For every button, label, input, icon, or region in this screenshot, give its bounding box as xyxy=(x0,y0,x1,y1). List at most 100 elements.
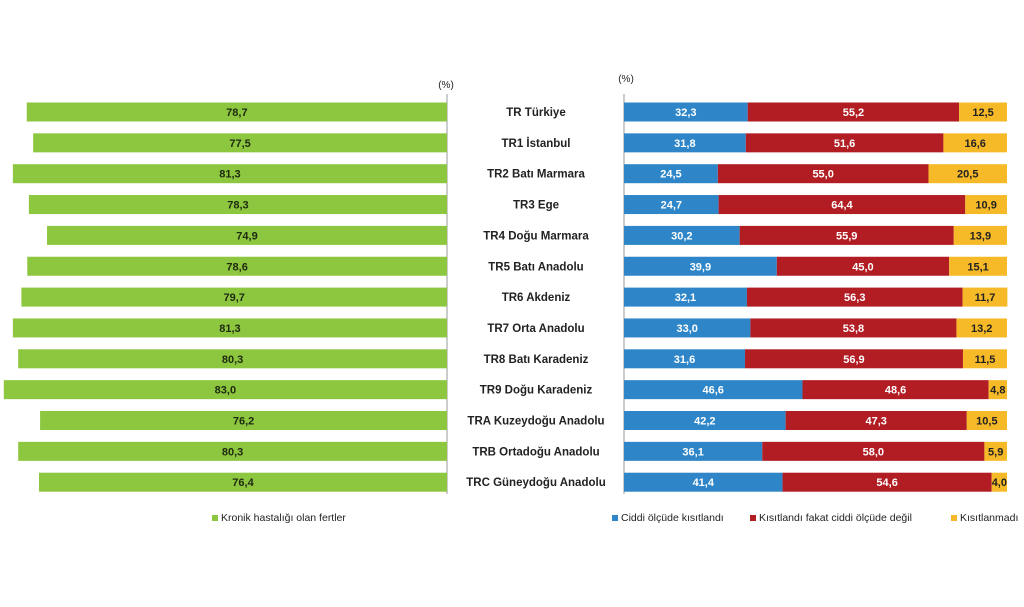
limitation-segment-1 xyxy=(624,349,746,369)
limitation-segment-3 xyxy=(962,287,1008,307)
limitation-segment-label: 20,5 xyxy=(957,169,978,181)
limitation-segment-label: 48,6 xyxy=(885,385,906,397)
legend-label-chronic: Kronik hastalığı olan fertler xyxy=(221,512,346,524)
limitation-segment-2 xyxy=(745,349,963,369)
legends: Kronik hastalığı olan fertler Ciddi ölçüd… xyxy=(212,512,1018,524)
region-label: TR2 Batı Marmara xyxy=(487,169,585,181)
limitation-segment-3 xyxy=(943,133,1007,153)
chronic-bar xyxy=(47,225,448,245)
limitation-segment-label: 32,1 xyxy=(675,292,696,304)
region-label: TRC Güneydoğu Anadolu xyxy=(466,477,605,489)
limitation-segment-label: 53,8 xyxy=(843,323,864,335)
limitation-segment-label: 31,8 xyxy=(674,138,695,150)
limitation-segment-3 xyxy=(991,472,1007,492)
chronic-bar-label: 81,3 xyxy=(219,169,240,181)
limitation-segment-1 xyxy=(624,411,786,430)
region-label: TR Türkiye xyxy=(506,107,565,119)
limitation-segment-1 xyxy=(624,441,763,461)
legend-swatch-chronic xyxy=(212,515,218,521)
limitation-segment-3 xyxy=(949,256,1007,276)
chronic-bar-label: 83,0 xyxy=(215,385,236,397)
chronic-bar-label: 76,4 xyxy=(232,477,254,489)
limitation-segment-label: 54,6 xyxy=(876,477,897,489)
legend-swatch-1 xyxy=(612,515,618,521)
left-unit-label: (%) xyxy=(438,80,454,91)
limitation-segment-label: 11,7 xyxy=(975,292,996,304)
limitation-segment-3 xyxy=(956,318,1007,338)
region-label: TR7 Orta Anadolu xyxy=(487,323,584,335)
region-label: TR8 Batı Karadeniz xyxy=(484,354,589,366)
limitation-segment-label: 39,9 xyxy=(690,261,711,273)
chronic-bar-label: 81,3 xyxy=(219,323,240,335)
region-label: TR9 Doğu Karadeniz xyxy=(480,385,593,397)
limitation-segment-2 xyxy=(717,164,929,184)
limitation-segment-label: 31,6 xyxy=(674,354,695,366)
limitation-segment-3 xyxy=(959,102,1007,122)
region-label: TR6 Akdeniz xyxy=(502,292,571,304)
chronic-bar xyxy=(40,411,447,430)
limitation-segment-1 xyxy=(624,472,783,492)
limitation-segment-2 xyxy=(745,133,944,153)
limitation-segment-1 xyxy=(624,164,718,184)
limitation-segment-label: 47,3 xyxy=(865,416,886,428)
region-label: TRB Ortadoğu Anadolu xyxy=(472,446,599,458)
limitation-segment-label: 12,5 xyxy=(972,107,993,119)
limitation-segment-label: 36,1 xyxy=(682,446,703,458)
limitation-segment-label: 56,3 xyxy=(844,292,865,304)
limitation-segment-label: 5,9 xyxy=(988,446,1003,458)
limitation-segment-label: 46,6 xyxy=(703,385,724,397)
limitation-segment-3 xyxy=(984,441,1007,461)
limitation-segment-label: 64,4 xyxy=(831,200,853,212)
limitation-segment-2 xyxy=(750,318,957,338)
region-label: TR5 Batı Anadolu xyxy=(488,261,583,273)
limitation-segment-label: 24,5 xyxy=(660,169,681,181)
limitation-segment-1 xyxy=(624,225,740,245)
limitation-segment-2 xyxy=(776,256,950,276)
legend-label-2: Kısıtlandı fakat ciddi ölçüde değil xyxy=(759,512,912,524)
region-label: TR3 Ege xyxy=(513,200,559,212)
chronic-bar-label: 74,9 xyxy=(236,230,257,242)
limitation-segment-label: 41,4 xyxy=(693,477,715,489)
limitation-segment-1 xyxy=(624,102,748,122)
limitation-segment-3 xyxy=(953,225,1007,245)
region-label: TR1 İstanbul xyxy=(501,137,570,150)
chronic-illness-bar-chart: (%) 78,7 77,5 81,3 78,3 74,9 78,6 79,7 81,3 80,3 8… xyxy=(3,80,454,494)
limitation-segment-label: 13,9 xyxy=(970,230,991,242)
limitation-segment-2 xyxy=(802,380,989,400)
limitation-segment-label: 42,2 xyxy=(694,416,715,428)
chronic-bar xyxy=(26,102,447,122)
region-label: TR4 Doğu Marmara xyxy=(483,230,589,242)
legend-label-1: Ciddi ölçüde kısıtlandı xyxy=(621,512,724,524)
limitation-segment-1 xyxy=(624,318,751,338)
chronic-bar-label: 79,7 xyxy=(223,292,244,304)
chronic-bar xyxy=(12,164,447,184)
chronic-bar-label: 78,3 xyxy=(227,200,248,212)
limitation-segment-label: 30,2 xyxy=(671,230,692,242)
chronic-bar xyxy=(33,133,448,153)
limitation-segment-label: 33,0 xyxy=(676,323,697,335)
chronic-bar-label: 80,3 xyxy=(222,354,243,366)
limitation-segment-1 xyxy=(624,256,777,276)
chronic-bar-label: 78,6 xyxy=(226,261,247,273)
chronic-bar xyxy=(28,195,448,215)
limitation-stacked-bar-chart: (%) 32,3 55,2 12,5 31,8 51,6 16,6 24,5 55,0 20,5 2… xyxy=(618,74,1008,494)
limitation-segment-1 xyxy=(624,133,746,153)
limitation-segment-label: 55,9 xyxy=(836,230,857,242)
limitation-segment-label: 10,9 xyxy=(975,200,996,212)
limitation-segment-label: 32,3 xyxy=(675,107,696,119)
limitation-segment-2 xyxy=(782,472,992,492)
region-label: TRA Kuzeydoğu Anadolu xyxy=(467,416,604,428)
limitation-segment-2 xyxy=(785,411,967,430)
limitation-segment-label: 24,7 xyxy=(661,200,682,212)
chronic-bar xyxy=(18,441,448,461)
limitation-segment-label: 13,2 xyxy=(971,323,992,335)
limitation-segment-label: 16,6 xyxy=(965,138,986,150)
limitation-segment-3 xyxy=(966,411,1007,430)
right-unit-label: (%) xyxy=(618,74,634,85)
chronic-bar-label: 78,7 xyxy=(226,107,247,119)
limitation-segment-label: 15,1 xyxy=(967,261,988,273)
limitation-segment-2 xyxy=(739,225,954,245)
region-labels: TR Türkiye TR1 İstanbul TR2 Batı Marmara TR… xyxy=(466,107,605,489)
limitation-segment-label: 51,6 xyxy=(834,138,855,150)
limitation-segment-3 xyxy=(988,380,1007,400)
